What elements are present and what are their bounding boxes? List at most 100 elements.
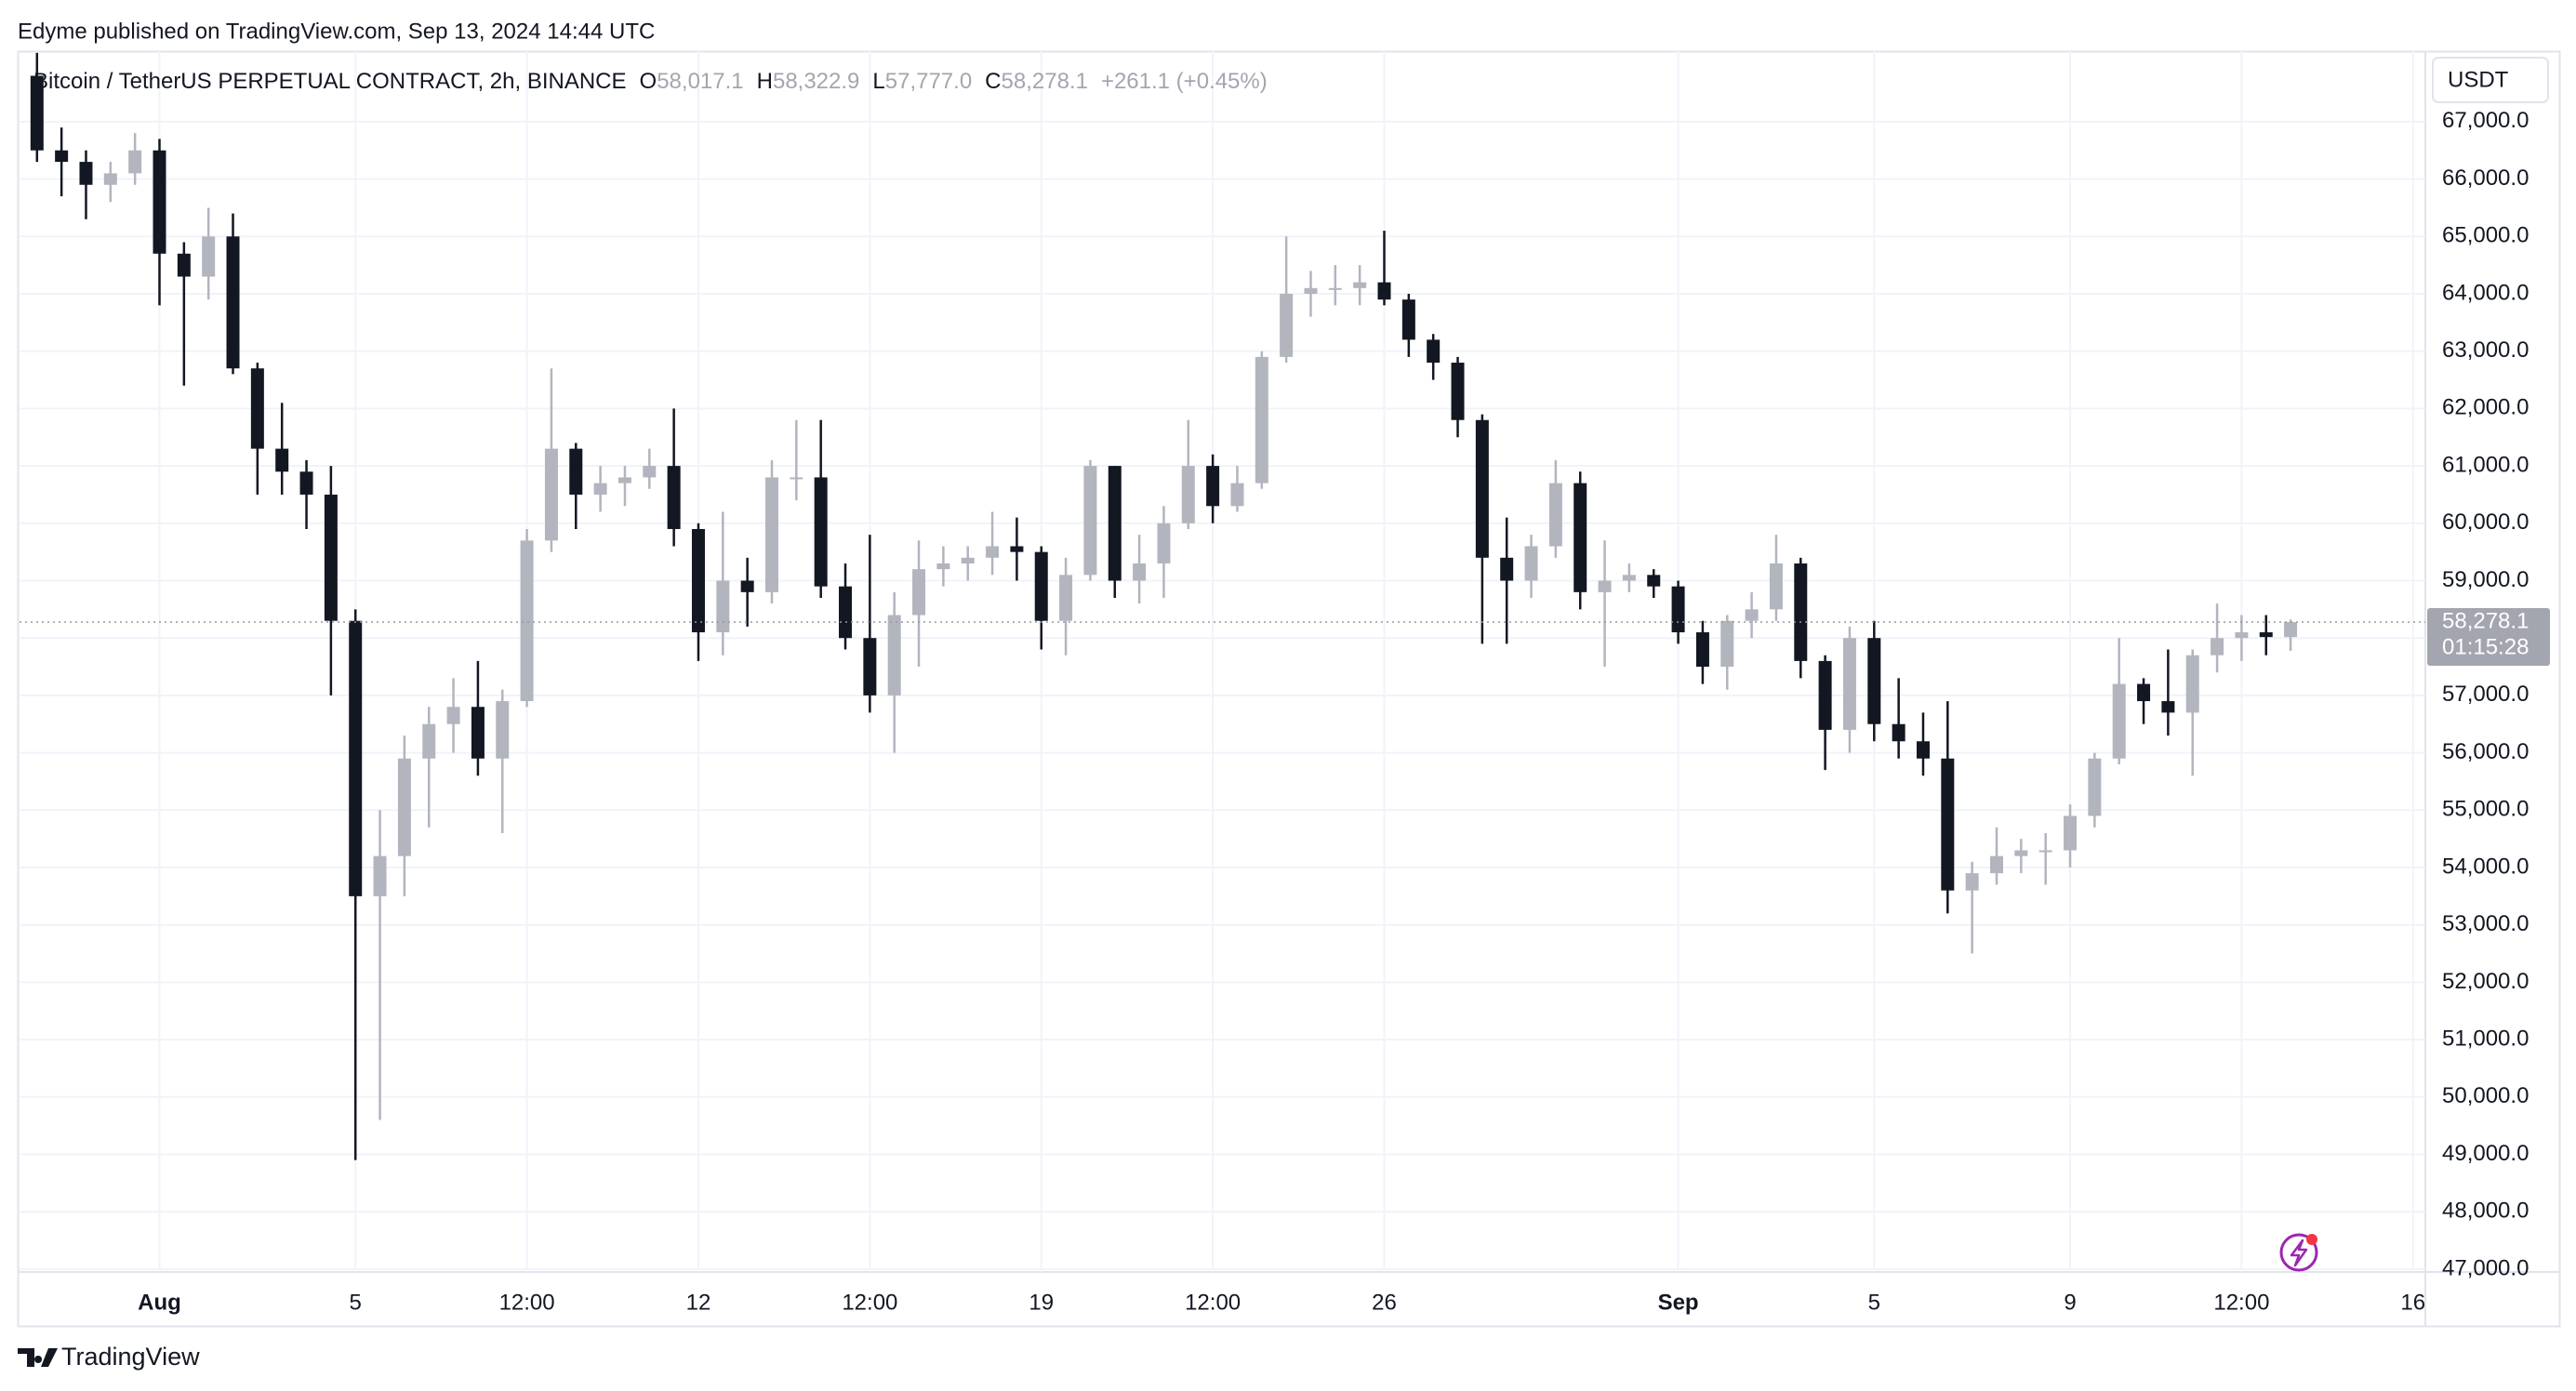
x-tick-label: Aug: [138, 1290, 181, 1315]
candle-body: [2137, 683, 2151, 702]
x-tick-label: Sep: [1658, 1290, 1699, 1315]
candle-body: [1524, 546, 1538, 581]
candle-body: [1769, 563, 1783, 610]
candle-body: [2185, 655, 2199, 713]
y-tick-label: 62,000.0: [2442, 395, 2529, 420]
candle-body: [2235, 632, 2249, 639]
open-value: 58,017.1: [657, 69, 743, 94]
candle-body: [814, 477, 828, 587]
candle-body: [349, 620, 363, 896]
y-tick-label: 60,000.0: [2442, 510, 2529, 535]
candle-body: [2211, 638, 2224, 656]
candle-body: [1671, 586, 1685, 633]
grid: [20, 51, 2425, 1272]
candle-body: [30, 75, 44, 151]
y-tick-label: 53,000.0: [2442, 911, 2529, 936]
candle-body: [1304, 287, 1318, 294]
x-tick-label: 12:00: [1185, 1290, 1241, 1315]
candle-body: [544, 448, 558, 541]
candle-body: [324, 494, 338, 621]
x-tick-label: 9: [2064, 1290, 2076, 1315]
candle-body: [936, 563, 950, 570]
candle-body: [740, 580, 754, 592]
candle-body: [2284, 622, 2298, 638]
x-tick-label: 12:00: [2213, 1290, 2269, 1315]
candle-body: [250, 368, 264, 449]
candle-body: [422, 723, 436, 759]
axes: 47,000.0 48,000.0 49,000.0 50,000.0 51,000.0…: [20, 108, 2550, 1315]
last-price-label: 58,278.1: [2442, 608, 2529, 633]
candle-body: [1206, 466, 1220, 507]
candle-body: [128, 150, 142, 174]
candle-body: [2064, 815, 2078, 851]
candle-body: [1842, 638, 1856, 730]
y-tick-label: 48,000.0: [2442, 1199, 2529, 1224]
candle-body: [1133, 563, 1147, 581]
close-value: 58,278.1: [1002, 69, 1088, 94]
candle-body: [1695, 632, 1709, 668]
candle-body: [496, 701, 510, 759]
y-tick-label: 67,000.0: [2442, 108, 2529, 133]
candle-body: [471, 707, 485, 759]
lightning-icon[interactable]: [2279, 1233, 2318, 1272]
candle-body: [569, 448, 583, 495]
open-label: O: [640, 69, 657, 94]
candle-body: [961, 557, 975, 563]
candle-body: [1230, 483, 1244, 507]
candle-body: [103, 173, 117, 185]
change: +261.1 (+0.45%): [1101, 69, 1268, 94]
candle-body: [839, 586, 853, 639]
candle-body: [986, 546, 1000, 558]
high-value: 58,322.9: [773, 69, 859, 94]
legend: Bitcoin / TetherUS PERPETUAL CONTRACT, 2…: [33, 69, 1268, 94]
candle-body: [1622, 575, 1636, 581]
publish-title: Edyme published on TradingView.com, Sep …: [18, 19, 655, 44]
y-tick-label: 56,000.0: [2442, 739, 2529, 764]
x-tick-label: 5: [350, 1290, 362, 1315]
candle-body: [2088, 758, 2102, 816]
currency-button[interactable]: [2432, 57, 2549, 103]
candle-body: [1548, 483, 1562, 547]
candle-body: [1451, 363, 1465, 420]
candle-body: [2014, 850, 2028, 856]
candle-body: [177, 253, 191, 277]
candle-body: [2259, 632, 2273, 638]
y-tick-label: 51,000.0: [2442, 1026, 2529, 1051]
candle-body: [1818, 660, 1832, 730]
candle-body: [716, 580, 730, 633]
candle-body: [691, 528, 705, 633]
lightning-bolt: [2290, 1239, 2308, 1267]
y-tick-label: 49,000.0: [2442, 1141, 2529, 1166]
candle-body: [373, 855, 387, 896]
candle-body: [55, 150, 69, 163]
candle-body: [1010, 546, 1024, 552]
candle-body: [2038, 850, 2052, 853]
candle-body: [1280, 293, 1294, 357]
candle-body: [1401, 299, 1415, 340]
candle-body: [790, 477, 803, 480]
candle-body: [887, 615, 901, 696]
y-tick-label: 59,000.0: [2442, 567, 2529, 592]
candle-body: [275, 448, 289, 472]
candle-body: [397, 758, 411, 856]
high-label: H: [757, 69, 773, 94]
chart-frame: [17, 50, 2561, 1328]
candles: [30, 52, 2298, 1160]
candle-body: [1867, 638, 1881, 724]
notification-dot: [2306, 1234, 2317, 1245]
currency[interactable]: USDT: [2448, 67, 2509, 92]
candle-body: [1034, 551, 1048, 621]
candle-body: [1916, 741, 1930, 759]
candle-body: [1720, 620, 1734, 668]
y-tick-label: 54,000.0: [2442, 854, 2529, 879]
x-tick-label: 16: [2400, 1290, 2425, 1315]
candle-body: [1108, 466, 1122, 581]
y-tick-label: 65,000.0: [2442, 223, 2529, 248]
candle-body: [299, 471, 313, 495]
y-tick-label: 64,000.0: [2442, 280, 2529, 305]
y-tick-label: 55,000.0: [2442, 797, 2529, 822]
candle-body: [1083, 466, 1097, 576]
candle-body: [520, 540, 534, 702]
candle-body: [617, 477, 631, 484]
